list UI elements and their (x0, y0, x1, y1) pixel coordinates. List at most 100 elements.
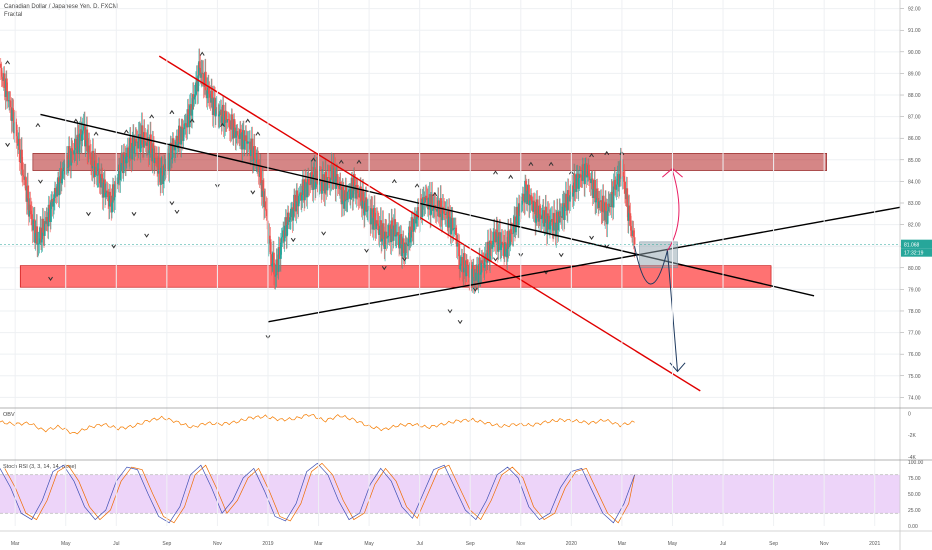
candle-body (448, 210, 451, 217)
candle-body (524, 180, 526, 203)
candle-body (208, 93, 211, 98)
candle-body (40, 227, 42, 243)
price-pane[interactable]: 74.0075.0076.0077.0078.0079.0080.0081.00… (0, 7, 932, 402)
obv-pane[interactable]: OBV 0 -2K -4K (0, 411, 916, 461)
candle-body (610, 191, 613, 207)
price-tick-label: 85.00 (908, 158, 921, 164)
candle-body (249, 150, 252, 157)
candle-body (5, 78, 8, 91)
candle-body (457, 242, 460, 244)
candle-body (112, 184, 115, 201)
candle-body (500, 245, 502, 251)
candle-body (109, 191, 112, 196)
candle-body (533, 200, 536, 202)
candle-body (510, 229, 512, 234)
candle-body (289, 217, 292, 220)
candle-body (567, 190, 570, 197)
time-tick-label: Sep (769, 541, 778, 547)
candle-body (541, 215, 544, 219)
candle-body (467, 264, 470, 270)
candle-body (547, 213, 550, 216)
stoch-rsi-tick-label: 0.00 (908, 524, 918, 530)
candle-body (556, 211, 559, 231)
time-tick-label: 2020 (566, 541, 577, 547)
candle-body (137, 134, 140, 149)
candle-body (587, 164, 590, 177)
candle-body (530, 195, 533, 201)
candle-body (146, 142, 148, 146)
candle-body (74, 138, 77, 149)
candle-body (84, 124, 86, 147)
candle-body (314, 181, 317, 190)
candle-body (394, 219, 397, 237)
candle-body (275, 259, 278, 276)
candle-body (287, 212, 290, 222)
candle-body (375, 220, 378, 230)
candle-body (508, 245, 511, 248)
candle-body (160, 167, 162, 185)
fractal-up-marker (548, 161, 554, 166)
candle-body (481, 260, 484, 264)
candle-body (528, 184, 530, 206)
fractal-up-marker (123, 129, 129, 134)
candle-body (270, 254, 273, 267)
candle-body (150, 134, 152, 154)
candle-body (158, 157, 161, 170)
candle-body (232, 119, 235, 139)
fractal-down-marker (589, 235, 594, 240)
fractal-up-marker (255, 131, 261, 136)
candle-body (543, 223, 546, 227)
candle-body (336, 174, 339, 186)
candle-body (592, 188, 595, 199)
fractal-down-marker (493, 257, 498, 262)
candle-body (431, 194, 434, 211)
fractal-up-marker (589, 153, 594, 158)
candle-body (604, 202, 607, 221)
candle-body (612, 186, 615, 208)
chart-header: Canadian Dollar / Japanese Yen, D, FXCM … (4, 3, 118, 19)
candle-body (228, 119, 230, 121)
candle-body (594, 200, 597, 203)
candle-body (363, 202, 366, 216)
candle-body (265, 209, 268, 211)
candle-body (590, 178, 593, 184)
candle-body (489, 240, 492, 244)
candle-body (479, 272, 482, 275)
fractal-up-marker (73, 118, 79, 123)
candle-body (154, 157, 157, 159)
candle-body (235, 131, 237, 138)
obv-title: OBV (3, 412, 15, 418)
candle-body (495, 229, 498, 243)
candle-body (307, 178, 310, 185)
candle-body (300, 195, 303, 201)
candle-body (1, 76, 4, 80)
candle-body (180, 126, 183, 145)
candle-body (615, 184, 618, 190)
candle-body (242, 130, 245, 150)
candle-body (116, 183, 119, 185)
candle-body (423, 197, 425, 204)
candle-body (632, 230, 635, 238)
candle-body (512, 225, 515, 234)
candle-body (251, 138, 254, 161)
candle-body (392, 225, 395, 241)
candle-body (401, 244, 404, 257)
candle-body (105, 190, 108, 193)
candle-body (22, 175, 25, 177)
fractal-down-marker (290, 237, 296, 243)
candle-body (346, 191, 349, 200)
candle-body (292, 209, 295, 221)
stoch-rsi-pane[interactable]: Stoch RSI (3, 3, 14, 14, close) 100.00 75.… (0, 460, 924, 530)
candle-body (71, 148, 73, 152)
candle-body (459, 263, 462, 266)
candle-body (563, 204, 566, 220)
candle-body (225, 110, 227, 121)
candle-body (452, 228, 455, 231)
candle-body (559, 211, 561, 217)
candle-body (28, 204, 31, 217)
candle-body (421, 199, 424, 218)
candle-body (453, 228, 456, 229)
candle-body (156, 158, 159, 168)
